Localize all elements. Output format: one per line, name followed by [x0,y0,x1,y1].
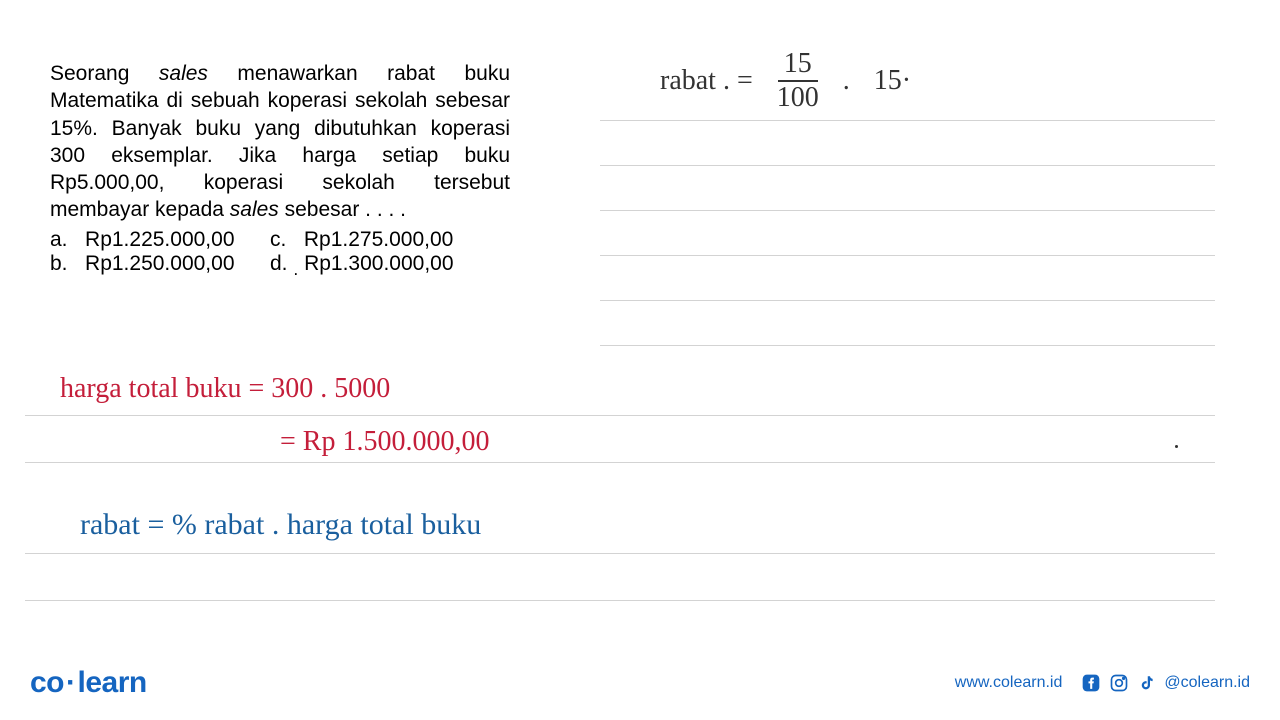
rule-line [600,165,1215,166]
handwriting-red-line2: = Rp 1.500.000,00 [280,426,489,458]
rule-line [600,255,1215,256]
rule-line [600,345,1215,346]
problem-italic2: sales [230,198,279,221]
footer: co·learn www.colearn.id @colearn.id [0,666,1280,700]
fraction: 15 100 [771,50,825,112]
fraction-denominator: 100 [771,82,825,112]
option-b: b. Rp1.250.000,00 [50,252,270,280]
rule-line [600,210,1215,211]
rabat-label: rabat . = [660,65,753,97]
problem-italic1: sales [159,62,208,85]
rule-line [25,600,1215,601]
mult-dot: . [843,65,850,97]
rule-line [25,415,1215,416]
rule-line [25,462,1215,463]
page-content: Seorang sales menawarkan rabat buku Mate… [0,0,1280,720]
rabat-right-value: 15· [874,65,911,97]
handwriting-blue-line: rabat = % rabat . harga total buku [80,508,481,542]
footer-right: www.colearn.id @colearn.id [955,672,1250,694]
option-a: a. Rp1.225.000,00 [50,228,270,252]
answer-options: a. Rp1.225.000,00 c. Rp1.275.000,00 b. R… [50,228,454,280]
option-d: d. . Rp1.300.000,00 [270,252,454,280]
social-icons: @colearn.id [1080,672,1250,694]
problem-text: Seorang sales menawarkan rabat buku Mate… [50,60,510,224]
footer-url: www.colearn.id [955,674,1063,692]
colearn-logo: co·learn [30,666,147,700]
rule-line [600,120,1215,121]
tiktok-icon [1136,672,1158,694]
instagram-icon [1108,672,1130,694]
problem-part3: sebesar . . . . [279,198,406,221]
rule-line [25,553,1215,554]
problem-part1: Seorang [50,62,159,85]
rule-line [600,300,1215,301]
fraction-numerator: 15 [778,50,818,82]
option-c: c. Rp1.275.000,00 [270,228,453,252]
handwriting-rabat-eq: rabat . = 15 100 . 15· [660,50,911,112]
facebook-icon [1080,672,1102,694]
dot-mark [1175,445,1178,448]
footer-handle: @colearn.id [1164,674,1250,692]
handwriting-red-line1: harga total buku = 300 . 5000 [60,373,390,405]
